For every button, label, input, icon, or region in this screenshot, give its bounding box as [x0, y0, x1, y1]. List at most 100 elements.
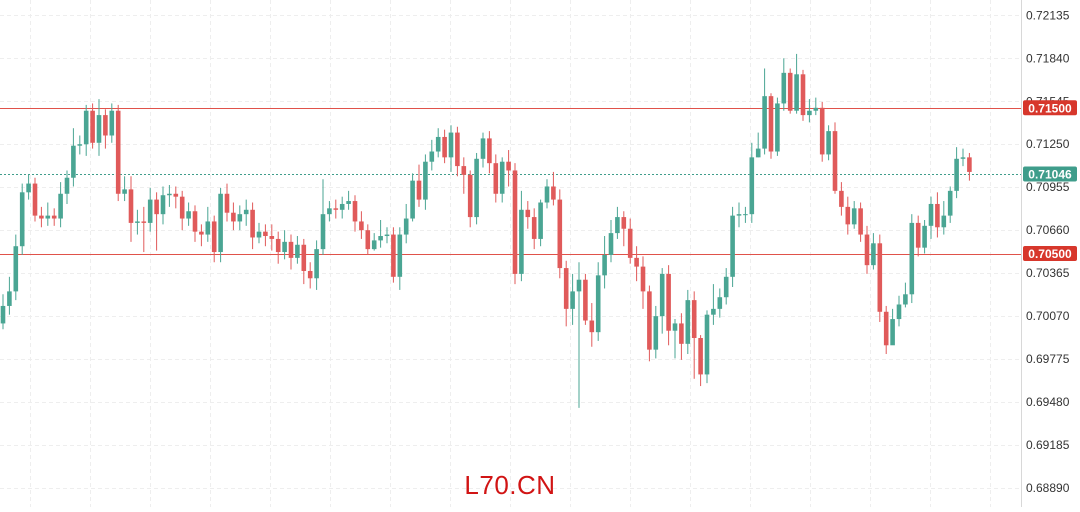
- candle[interactable]: [192, 205, 198, 242]
- candle[interactable]: [211, 215, 217, 263]
- candle[interactable]: [461, 157, 467, 194]
- candle[interactable]: [371, 233, 377, 251]
- candle[interactable]: [301, 238, 307, 285]
- candle[interactable]: [871, 233, 876, 270]
- candle[interactable]: [448, 125, 454, 172]
- candle[interactable]: [506, 150, 511, 187]
- candle[interactable]: [141, 206, 147, 253]
- candle[interactable]: [723, 268, 729, 305]
- candle[interactable]: [480, 132, 486, 168]
- candle[interactable]: [186, 202, 191, 226]
- candle[interactable]: [7, 276, 12, 315]
- candle[interactable]: [327, 201, 332, 222]
- candle[interactable]: [960, 148, 966, 167]
- candle[interactable]: [967, 152, 972, 181]
- candle[interactable]: [288, 234, 294, 270]
- candle[interactable]: [96, 99, 102, 156]
- candle[interactable]: [384, 227, 390, 244]
- candle[interactable]: [736, 202, 742, 228]
- candle[interactable]: [218, 187, 223, 263]
- candle[interactable]: [224, 183, 230, 222]
- candle[interactable]: [83, 104, 89, 156]
- candle[interactable]: [749, 142, 755, 223]
- candle[interactable]: [423, 154, 428, 210]
- candle[interactable]: [256, 222, 262, 244]
- candle[interactable]: [563, 260, 569, 327]
- candle[interactable]: [397, 227, 403, 290]
- candle[interactable]: [455, 126, 460, 177]
- candle[interactable]: [679, 313, 684, 360]
- candle[interactable]: [307, 262, 313, 289]
- candle[interactable]: [531, 208, 537, 250]
- candle[interactable]: [339, 196, 345, 219]
- candle[interactable]: [173, 186, 179, 209]
- candle[interactable]: [493, 154, 499, 203]
- candle[interactable]: [122, 176, 127, 202]
- candle[interactable]: [109, 103, 115, 143]
- candle[interactable]: [45, 202, 51, 226]
- candle[interactable]: [685, 289, 691, 355]
- candle[interactable]: [800, 69, 806, 121]
- candle[interactable]: [13, 234, 19, 301]
- candle[interactable]: [199, 224, 204, 247]
- candle[interactable]: [135, 209, 140, 235]
- candle[interactable]: [39, 206, 44, 228]
- candle[interactable]: [167, 185, 172, 207]
- candle[interactable]: [608, 219, 614, 263]
- candle[interactable]: [826, 125, 831, 161]
- candle[interactable]: [250, 202, 255, 250]
- candle[interactable]: [755, 132, 761, 158]
- candle[interactable]: [410, 173, 415, 222]
- candle[interactable]: [346, 190, 351, 210]
- candle[interactable]: [103, 109, 108, 149]
- candle[interactable]: [435, 128, 441, 158]
- candle[interactable]: [807, 99, 812, 123]
- candle[interactable]: [896, 295, 902, 327]
- candle[interactable]: [128, 176, 134, 242]
- candle[interactable]: [647, 285, 652, 362]
- candle[interactable]: [0, 294, 6, 330]
- candle[interactable]: [237, 205, 243, 231]
- candle[interactable]: [832, 122, 838, 194]
- candle[interactable]: [634, 246, 639, 282]
- candle[interactable]: [442, 129, 447, 164]
- candle[interactable]: [570, 273, 575, 325]
- candle[interactable]: [147, 187, 153, 232]
- candle[interactable]: [691, 291, 697, 379]
- candle[interactable]: [58, 182, 63, 228]
- candle[interactable]: [269, 224, 275, 251]
- candle[interactable]: [359, 211, 364, 239]
- candle[interactable]: [179, 190, 185, 231]
- candle[interactable]: [819, 101, 825, 162]
- candle[interactable]: [512, 163, 518, 285]
- candle[interactable]: [787, 68, 793, 114]
- candle[interactable]: [698, 335, 703, 387]
- candle[interactable]: [19, 183, 25, 255]
- candle[interactable]: [711, 284, 716, 325]
- candle[interactable]: [717, 288, 723, 318]
- candle[interactable]: [615, 206, 620, 239]
- candle[interactable]: [851, 201, 857, 229]
- candle[interactable]: [768, 93, 774, 159]
- candle[interactable]: [640, 256, 646, 309]
- candle[interactable]: [231, 202, 236, 231]
- candle[interactable]: [352, 195, 358, 232]
- candle[interactable]: [595, 262, 601, 341]
- candle[interactable]: [320, 179, 326, 255]
- candle[interactable]: [295, 236, 300, 264]
- candle[interactable]: [275, 231, 281, 264]
- candle[interactable]: [762, 68, 767, 155]
- candle[interactable]: [813, 97, 819, 116]
- candle[interactable]: [51, 208, 57, 226]
- candle[interactable]: [115, 104, 121, 202]
- candle[interactable]: [839, 182, 844, 216]
- candle[interactable]: [947, 186, 953, 223]
- candle[interactable]: [538, 199, 543, 247]
- candle[interactable]: [416, 164, 422, 207]
- candle[interactable]: [314, 240, 319, 290]
- candle[interactable]: [858, 202, 863, 242]
- candle[interactable]: [467, 170, 473, 228]
- candle[interactable]: [730, 206, 735, 288]
- candle[interactable]: [909, 214, 915, 304]
